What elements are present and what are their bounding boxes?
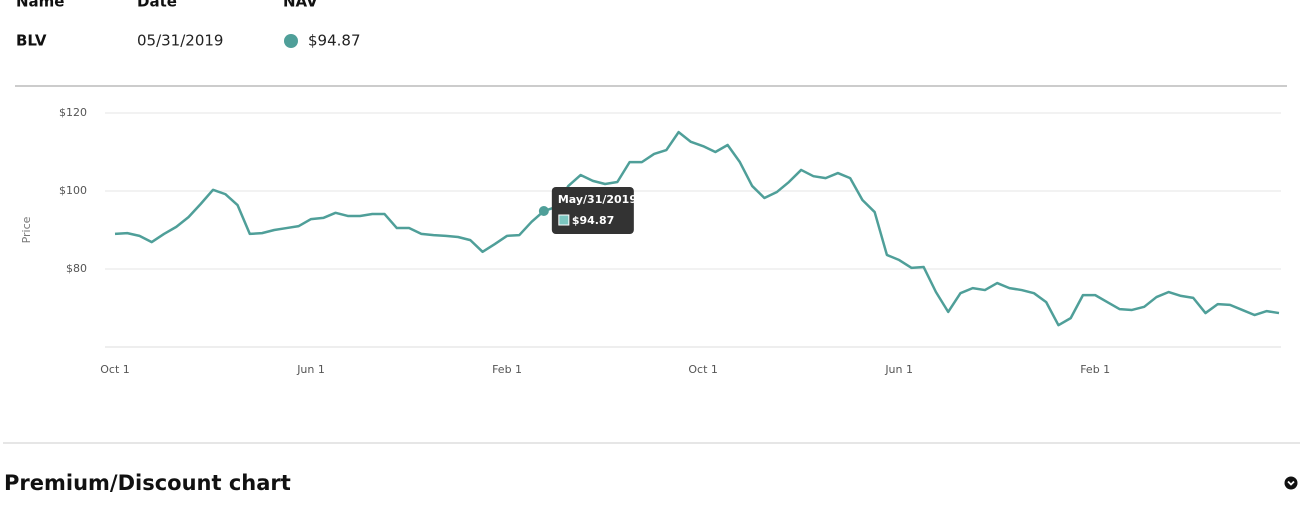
plot: $80 $100 $120 Oct 1 Jun 1 Feb 1 Oct 1 Jun 1 Feb …	[59, 106, 1281, 376]
x-tick-label: Jun 1	[296, 363, 325, 376]
y-tick-label: $120	[59, 106, 87, 119]
legend-dot	[284, 34, 298, 48]
x-tick-label: Jun 1	[884, 363, 913, 376]
column-header: NAV	[283, 0, 318, 11]
x-tick-label: Oct 1	[100, 363, 130, 376]
fund-name: BLV	[16, 32, 47, 50]
expand-icon[interactable]	[1284, 476, 1298, 490]
y-tick-label: $100	[59, 184, 87, 197]
tooltip-swatch	[558, 214, 570, 226]
hover-point	[538, 206, 549, 217]
x-tick-label: Feb 1	[492, 363, 522, 376]
y-axis-label: Price	[20, 216, 33, 243]
y-tick-label: $80	[66, 262, 87, 275]
column-header: Name	[16, 0, 64, 11]
fund-date: 05/31/2019	[137, 32, 223, 50]
price-line	[114, 130, 1280, 327]
tooltip-box	[551, 187, 634, 235]
fund-nav: $94.87	[308, 32, 361, 50]
tooltip-title: May/31/2019	[558, 193, 637, 206]
tooltip: May/31/2019 $94.87	[551, 187, 637, 235]
section-title[interactable]: Premium/Discount chart	[4, 471, 291, 495]
x-tick-label: Oct 1	[688, 363, 718, 376]
tooltip-value: $94.87	[572, 214, 614, 227]
column-header: Date	[137, 0, 177, 11]
x-tick-label: Feb 1	[1080, 363, 1110, 376]
